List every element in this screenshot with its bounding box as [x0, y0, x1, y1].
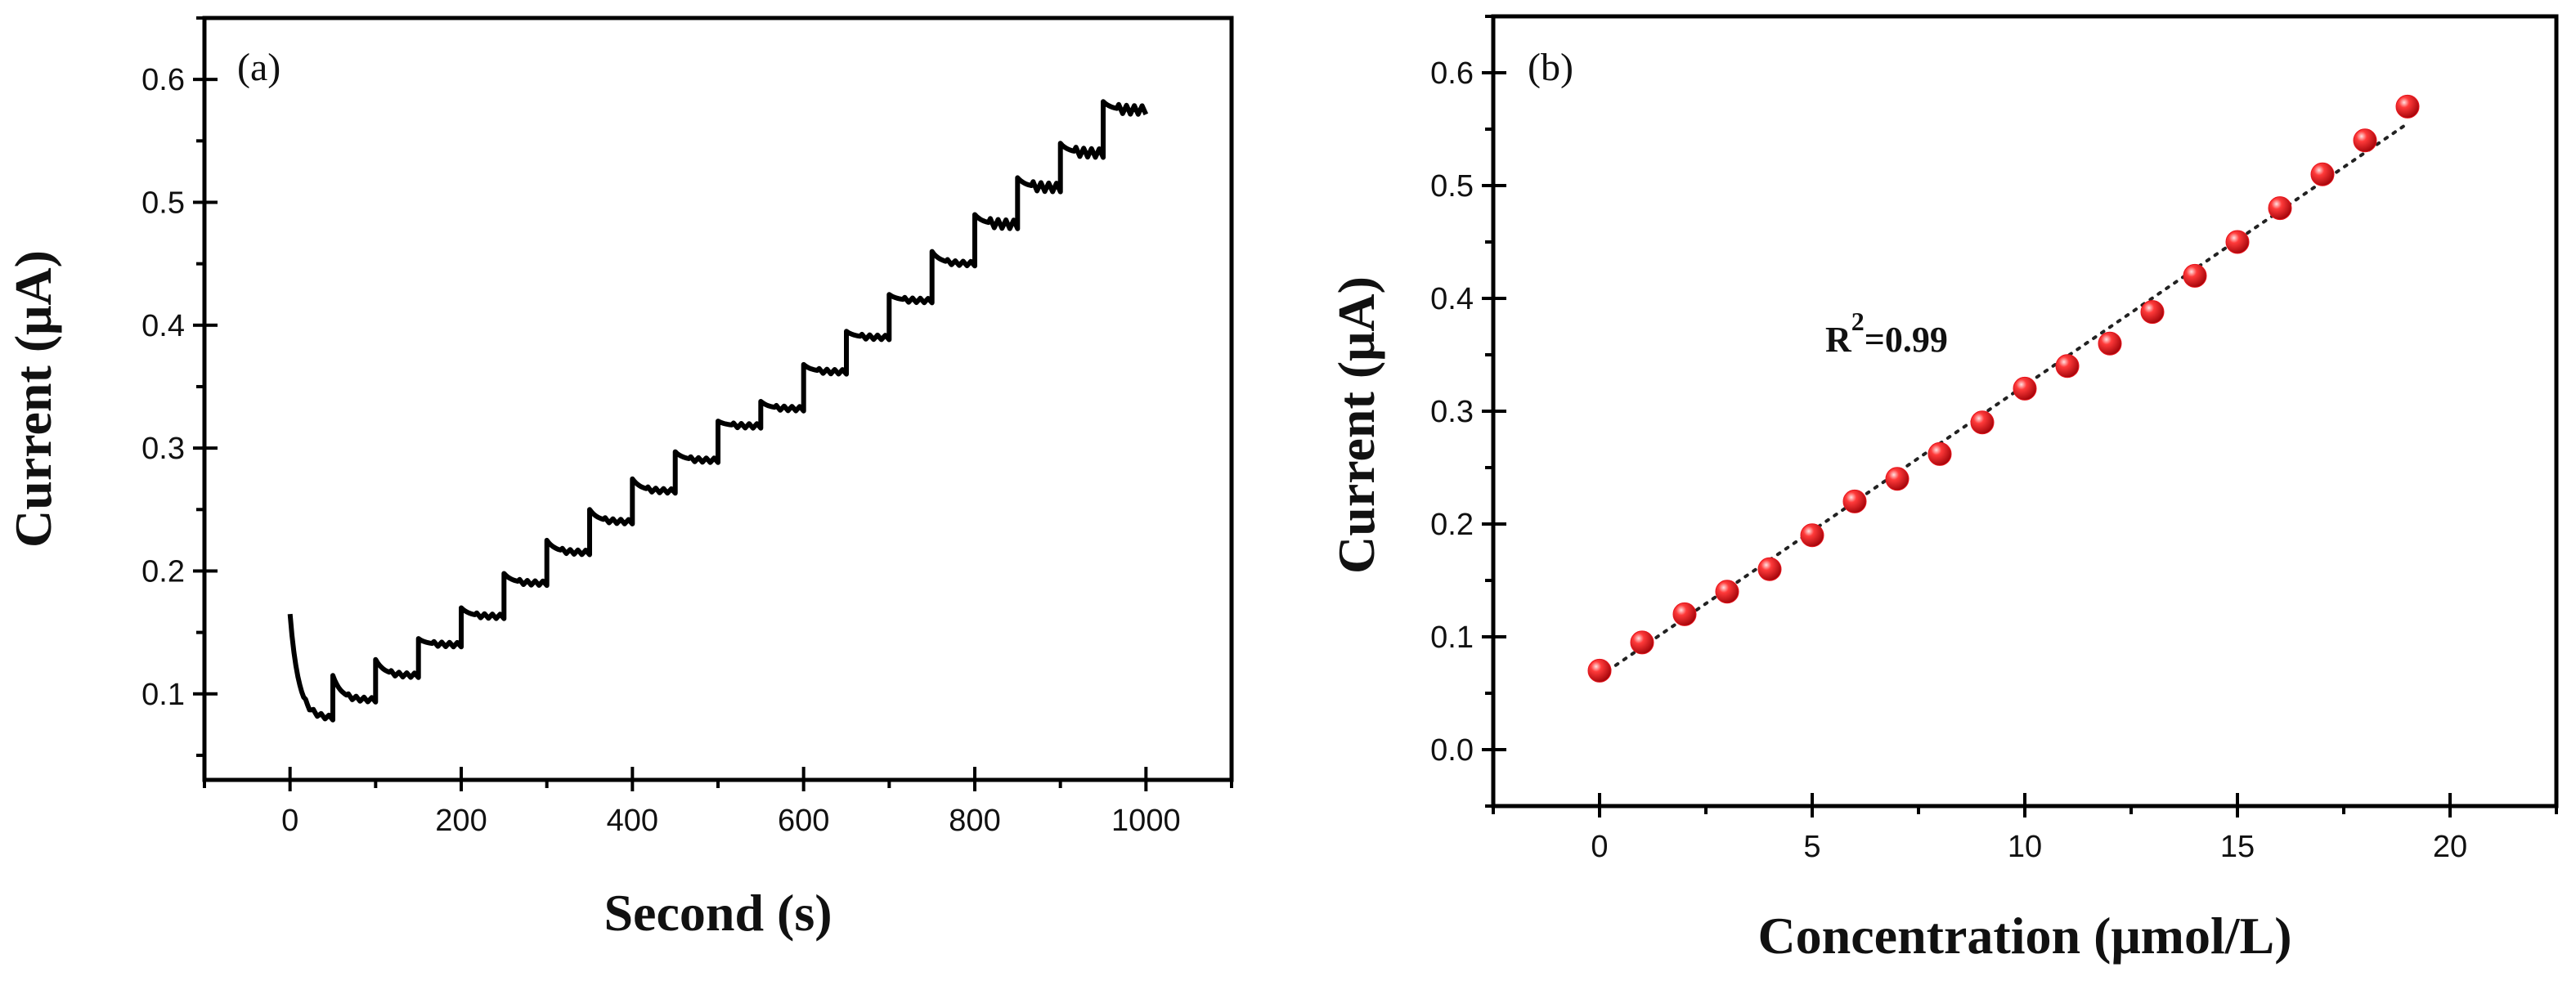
chart-b-tick-labels: 0 5 10 15 20 0.0 0.1 0.2 0.3 0.4 0.5 0.6: [1430, 56, 2467, 864]
r-squared-sup: 2: [1851, 307, 1865, 336]
chart-b-data-point: [2055, 354, 2080, 379]
chart-b-data-point: [2140, 300, 2165, 325]
chart-a-panel-label: (a): [237, 46, 280, 89]
a-y-tick-label: 0.4: [141, 309, 185, 343]
a-x-tick-label: 400: [607, 804, 658, 838]
chart-b-data-point: [2268, 196, 2292, 221]
b-y-tick-label: 0.0: [1430, 733, 1474, 768]
chart-a-tick-labels: 0 200 400 600 800 1000 0.1 0.2 0.3 0.4 0.5 0.6: [141, 63, 1180, 838]
chart-b-data-point: [1970, 410, 1995, 435]
chart-b-data-point: [2013, 376, 2037, 401]
a-y-tick-label: 0.2: [141, 554, 185, 589]
chart-b-frame: [1491, 14, 2559, 809]
chart-a-ticks: [193, 16, 1233, 791]
b-x-tick-label: 5: [1803, 830, 1820, 864]
a-y-tick-label: 0.6: [141, 63, 185, 97]
chart-a-current-trace: [287, 99, 1149, 723]
chart-b-data-point: [2310, 162, 2335, 186]
chart-b-data-point: [1842, 489, 1867, 513]
b-y-tick-label: 0.4: [1430, 282, 1474, 316]
b-y-tick-label: 0.6: [1430, 56, 1474, 91]
chart-b-points: [1587, 94, 2420, 683]
b-x-tick-label: 20: [2433, 830, 2467, 864]
a-x-tick-label: 600: [778, 804, 829, 838]
a-x-tick-label: 800: [949, 804, 1000, 838]
b-x-tick-label: 15: [2220, 830, 2255, 864]
chart-b-data-point: [2098, 331, 2122, 356]
b-x-tick-label: 10: [2008, 830, 2042, 864]
chart-b-data-point: [2183, 263, 2207, 288]
chart-b-r-squared: R2=0.99: [1825, 307, 1948, 360]
chart-b-data-point: [2353, 128, 2377, 153]
b-x-tick-label: 0: [1591, 830, 1608, 864]
chart-b-data-point: [1630, 630, 1654, 655]
b-y-tick-label: 0.5: [1430, 169, 1474, 204]
chart-b-data-point: [1715, 580, 1739, 604]
chart-b-data-point: [1800, 523, 1824, 548]
a-x-tick-label: 200: [435, 804, 487, 838]
chart-b-data-point: [2395, 94, 2420, 119]
a-y-tick-label: 0.1: [141, 678, 185, 712]
chart-b-data-point: [1928, 441, 1952, 466]
chart-b-data-point: [1885, 467, 1910, 491]
chart-b-panel-label: (b): [1528, 46, 1573, 89]
b-y-tick-label: 0.3: [1430, 395, 1474, 429]
r-squared-value: =0.99: [1865, 320, 1948, 360]
chart-b-x-axis-label: Concentration (μmol/L): [1757, 907, 2291, 965]
a-y-tick-label: 0.3: [141, 432, 185, 466]
chart-b-data-point: [1757, 557, 1782, 581]
chart-b: 0 5 10 15 20 0.0 0.1 0.2 0.3 0.4 0.5 0.6 (b) R2=0.9…: [1327, 14, 2559, 965]
b-y-tick-label: 0.2: [1430, 508, 1474, 542]
chart-a-frame: [202, 16, 1234, 782]
b-y-tick-label: 0.1: [1430, 620, 1474, 655]
chart-b-data-point: [1672, 602, 1697, 626]
a-x-tick-label: 1000: [1111, 804, 1181, 838]
chart-a-x-axis-label: Second (s): [604, 884, 832, 942]
chart-b-data-point: [1587, 658, 1612, 683]
chart-b-y-axis-label: Current (μA): [1327, 276, 1385, 574]
chart-b-data-point: [2225, 230, 2250, 254]
r-squared-base: R: [1825, 320, 1852, 360]
chart-b-ticks: [1482, 15, 2558, 818]
chart-a-y-axis-label: Current (μA): [4, 250, 62, 548]
a-x-tick-label: 0: [281, 804, 298, 838]
a-y-tick-label: 0.5: [141, 186, 185, 220]
